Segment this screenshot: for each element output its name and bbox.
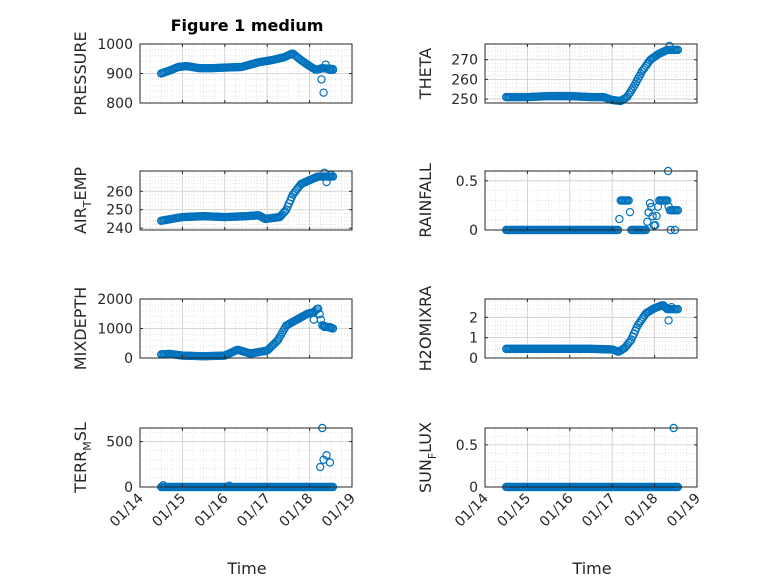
axes-rainfall: 0 0.5 RAINFALL [416, 163, 698, 239]
sun-flux-x-tick-label: 01/14 [452, 490, 492, 530]
terr-msl-y-axis-label: TERRMSL [71, 422, 94, 494]
terr-msl-x-tick-label: 01/16 [192, 490, 232, 530]
axes-pressure: 800 900 1000 PRESSURE [71, 31, 353, 116]
h2omixra-data-point [667, 302, 676, 312]
mixdepth-y-axis-label: MIXDEPTH [71, 287, 90, 370]
h2omixra-axes-box [484, 298, 698, 359]
mixdepth-data-point [314, 304, 323, 313]
mixdepth-y-tick-label: 1000 [97, 322, 133, 338]
theta-axes-box [484, 43, 698, 104]
air-temp-data-point [280, 207, 290, 216]
pressure-y-tick-label: 800 [106, 96, 133, 112]
rainfall-y-tick-label: 0.5 [456, 174, 478, 190]
air-temp-y-tick-label: 250 [106, 203, 133, 219]
theta-y-tick-label: 260 [451, 72, 478, 88]
rainfall-axes-box [484, 170, 698, 231]
sun-flux-x-tick-label: 01/18 [622, 491, 662, 531]
pressure-data-point [317, 75, 326, 84]
air-temp-y-axis-label: AIRTEMP [71, 167, 94, 234]
theta-y-tick-label: 250 [451, 92, 478, 108]
rainfall-data-point [651, 220, 660, 230]
rainfall-data-point [625, 207, 635, 217]
sun-flux-y-tick-label: 0 [469, 480, 478, 496]
theta-data-point [625, 88, 635, 97]
sun-flux-x-tick-label: 01/19 [664, 491, 704, 531]
rainfall-data-point [645, 199, 655, 208]
axes-mixdepth: 0 1000 2000 MIXDEPTH [71, 287, 353, 370]
terr-msl-data-point [325, 458, 335, 467]
h2omixra-data-point [664, 316, 673, 325]
theta-y-axis-label: THETA [416, 48, 435, 100]
theta-data-point [673, 45, 683, 55]
terr-msl-x-tick-label: 01/18 [277, 491, 317, 531]
h2omixra-y-axis-label: H2OMIXRA [416, 286, 435, 372]
rainfall-data-point [673, 206, 683, 215]
air-temp-data-point [322, 177, 331, 187]
pressure-y-axis-label: PRESSURE [71, 31, 90, 115]
sun-flux-x-tick-label: 01/17 [579, 491, 619, 531]
pressure-data-point [325, 65, 334, 75]
pressure-y-tick-label: 900 [106, 67, 133, 83]
axes-theta: 250 260 270 THETA [416, 41, 698, 108]
theta-data-point [627, 86, 636, 95]
sun-flux-x-tick-label: 01/16 [537, 490, 577, 530]
axes-air-temp: 240 250 260 AIRTEMP [71, 167, 353, 237]
rainfall-data-point [615, 214, 624, 224]
h2omixra-y-tick-label: 1 [469, 331, 478, 347]
axes-h2omixra: 0 1 2 H2OMIXRA [416, 286, 698, 372]
theta-data-point [665, 41, 674, 51]
mixdepth-data-point [309, 315, 319, 324]
terr-msl-data-point [159, 480, 168, 490]
pressure-data-point [328, 65, 338, 75]
rainfall-y-tick-label: 0 [469, 223, 478, 239]
rainfall-data-point [663, 196, 672, 205]
h2omixra-y-tick-label: 2 [469, 310, 478, 326]
rainfall-data-point [624, 196, 633, 205]
pressure-y-tick-label: 1000 [97, 37, 133, 53]
rainfall-data-point [648, 212, 657, 221]
theta-data-point [624, 90, 633, 99]
air-temp-y-tick-label: 240 [106, 221, 133, 237]
sun-flux-y-tick-label: 0.5 [456, 438, 478, 454]
sun-flux-x-tick-label: 01/15 [494, 491, 534, 531]
sun-flux-y-axis-label: SUNFLUX [416, 422, 439, 493]
terr-msl-data-point [224, 481, 234, 490]
mixdepth-y-tick-label: 2000 [97, 292, 133, 308]
air-temp-axes-box [139, 170, 353, 231]
terr-msl-x-tick-label: 01/17 [234, 491, 274, 531]
rainfall-data-point [652, 211, 661, 221]
terr-msl-x-tick-label: 01/14 [107, 490, 147, 530]
mixdepth-data-point [320, 322, 329, 332]
figure-title: Figure 1 medium [171, 16, 324, 35]
air-temp-data-point [328, 172, 338, 181]
x-axis-label-left: Time [226, 559, 266, 578]
terr-msl-x-tick-label: 01/15 [149, 491, 189, 531]
terr-msl-data-point [322, 451, 331, 460]
sun-flux-axes-box [484, 427, 698, 488]
axes-terr-msl: 0 500 TERRMSL 01/14 01/15 01/16 01/17 01/18 01/1… [71, 422, 359, 530]
mixdepth-data-point [315, 310, 324, 319]
terr-msl-y-tick-label: 0 [124, 480, 133, 496]
axes-sun-flux: 0 0.5 SUNFLUX 01/14 01/15 01/16 01/17 01/18 01/1… [416, 422, 704, 530]
mixdepth-y-tick-label: 0 [124, 351, 133, 367]
terr-msl-axes-box [139, 427, 353, 488]
theta-data-point [623, 92, 632, 101]
pressure-data-point [319, 88, 328, 97]
rainfall-y-axis-label: RAINFALL [416, 163, 435, 238]
terr-msl-x-tick-label: 01/19 [319, 491, 359, 531]
mixdepth-data-point [325, 322, 335, 332]
terr-msl-y-tick-label: 500 [106, 435, 133, 451]
h2omixra-y-tick-label: 0 [469, 351, 478, 367]
air-temp-y-tick-label: 260 [106, 184, 133, 200]
theta-y-tick-label: 270 [451, 53, 478, 69]
rainfall-data-point [643, 217, 652, 226]
terr-msl-data-point [316, 462, 325, 472]
x-axis-label-right: Time [571, 559, 611, 578]
h2omixra-data-point [625, 337, 635, 346]
